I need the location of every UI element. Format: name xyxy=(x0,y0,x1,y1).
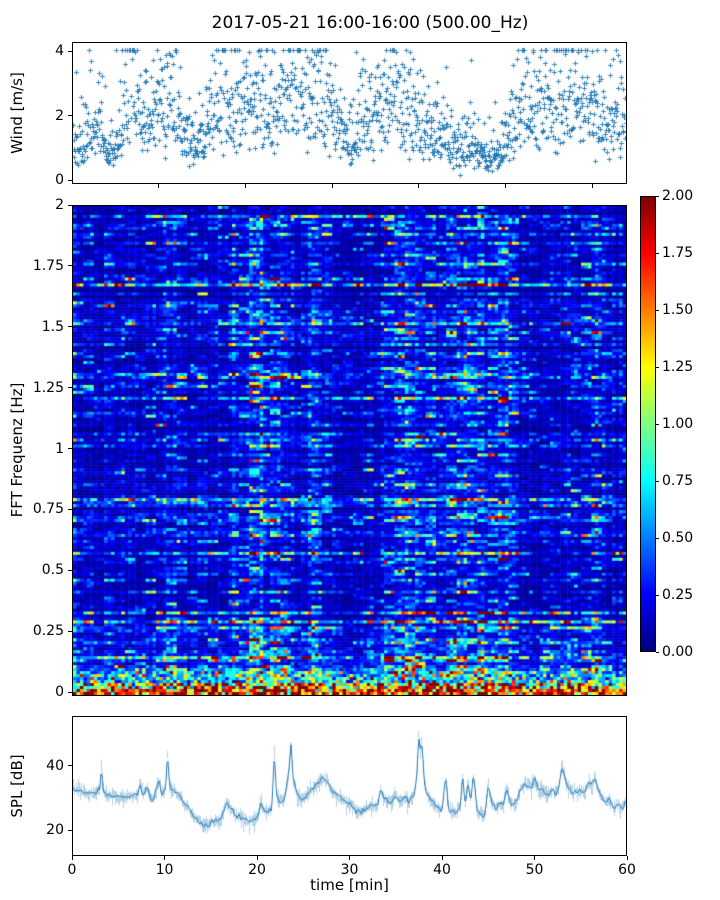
colorbar-tick-mark xyxy=(656,195,659,197)
spl-xtick-mark xyxy=(626,856,628,860)
spl-xtick-mark xyxy=(71,856,73,860)
x-axis-label: time [min] xyxy=(310,876,389,894)
spl-xtick-label: 10 xyxy=(155,862,174,878)
wind-ytick-mark xyxy=(68,50,72,52)
spl-xtick-label: 50 xyxy=(525,862,544,878)
spl-xtick-label: 20 xyxy=(248,862,266,878)
spectrogram-ytick-mark xyxy=(68,569,72,571)
colorbar-tick-label: 0.25 xyxy=(662,587,694,603)
wind-xtick-mark xyxy=(505,184,507,188)
spectrogram-heatmap xyxy=(73,206,626,695)
colorbar-tick-label: 0.50 xyxy=(662,530,694,546)
spl-xtick-mark xyxy=(349,856,350,860)
spl-xtick-label: 60 xyxy=(618,862,636,878)
spectrogram-ytick-label: 0.5 xyxy=(41,562,64,579)
wind-ytick-label: 4 xyxy=(55,43,64,60)
colorbar-tick-mark xyxy=(656,309,659,311)
colorbar-tick-mark xyxy=(656,651,659,653)
wind-xtick-mark xyxy=(158,184,160,188)
colorbar-tick-label: 2.00 xyxy=(662,188,694,204)
spectrogram-ytick-mark xyxy=(68,387,72,389)
spl-xtick-label: 30 xyxy=(340,862,359,878)
spectrogram-panel xyxy=(72,205,627,696)
spectrogram-ytick-mark xyxy=(68,326,72,328)
spectrogram-ytick-label: 1.75 xyxy=(32,257,64,274)
wind-ytick-mark xyxy=(68,115,72,117)
spectrogram-ytick-mark xyxy=(68,691,72,693)
spl-xtick-label: 40 xyxy=(433,862,451,878)
spectrogram-ytick-mark xyxy=(68,508,72,510)
spl-ytick-label: 20 xyxy=(46,822,64,839)
spectrogram-ytick-label: 0.25 xyxy=(32,623,64,640)
spectrogram-ytick-mark xyxy=(68,265,72,267)
spl-ytick-mark xyxy=(68,765,72,767)
wind-scatter-panel xyxy=(72,42,627,184)
spectrogram-ytick-label: 1.25 xyxy=(32,379,64,396)
spectrogram-ytick-label: 0.75 xyxy=(32,501,64,518)
spl-xtick-mark xyxy=(441,856,443,860)
spectrogram-ytick-label: 1 xyxy=(55,440,64,457)
wind-xtick-mark xyxy=(331,184,333,188)
colorbar-tick-mark xyxy=(656,480,659,482)
spl-ytick-label: 40 xyxy=(46,757,64,774)
spectrogram-ytick-mark xyxy=(68,630,72,632)
spl-line-panel xyxy=(72,716,627,856)
colorbar-tick-mark xyxy=(656,252,659,254)
colorbar-tick-mark xyxy=(656,423,659,425)
spl-xtick-label: 0 xyxy=(67,862,77,878)
spectrogram-ytick-mark xyxy=(68,448,72,450)
wind-xtick-mark xyxy=(591,184,593,188)
spectrogram-ytick-mark xyxy=(68,204,72,206)
spectrogram-ytick-label: 1.5 xyxy=(41,318,64,335)
figure-title: 2017-05-21 16:00-16:00 (500.00_Hz) xyxy=(211,13,529,33)
spl-ytick-mark xyxy=(68,829,72,831)
colorbar-tick-mark xyxy=(656,537,659,539)
colorbar-panel xyxy=(640,196,656,652)
colorbar-tick-label: 1.00 xyxy=(662,416,694,432)
spl-xtick-mark xyxy=(256,856,258,860)
spl-xtick-mark xyxy=(164,856,165,860)
spl-xtick-mark xyxy=(534,856,535,860)
colorbar-tick-mark xyxy=(656,366,659,368)
wind-ytick-mark xyxy=(68,179,72,181)
wind-ytick-label: 2 xyxy=(55,107,64,124)
colorbar-tick-label: 1.50 xyxy=(662,302,694,318)
colorbar-tick-label: 0.00 xyxy=(662,644,694,660)
wind-xtick-mark xyxy=(418,184,420,188)
spl-line-plot xyxy=(73,717,626,855)
spectrogram-ytick-label: 0 xyxy=(55,684,64,701)
spectrogram-ytick-label: 2 xyxy=(55,197,64,213)
colorbar-gradient xyxy=(641,197,655,651)
colorbar-tick-label: 0.75 xyxy=(662,473,694,489)
colorbar-tick-mark xyxy=(656,594,659,596)
colorbar-tick-label: 1.25 xyxy=(662,359,694,375)
wind-scatter-plot xyxy=(73,43,626,183)
wind-ytick-label: 0 xyxy=(55,172,64,189)
wind-xtick-mark xyxy=(244,184,246,188)
colorbar-tick-label: 1.75 xyxy=(662,245,694,261)
